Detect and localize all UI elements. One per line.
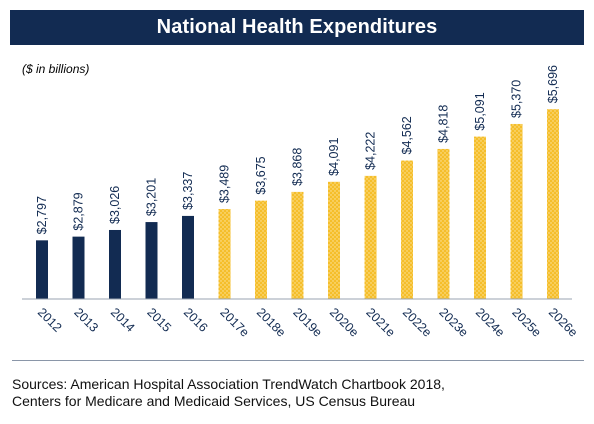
data-label-2022e: $4,562	[400, 116, 414, 154]
bar-2013	[72, 236, 85, 299]
bar-2018e	[255, 200, 267, 299]
bar-2023e	[437, 148, 450, 299]
chart-title: National Health Expenditures	[156, 16, 438, 38]
bar-2025e	[510, 123, 523, 299]
x-tick-label-2014: 2014	[108, 305, 138, 335]
x-tick-label-2016: 2016	[181, 305, 211, 335]
data-label-2012: $2,797	[35, 196, 49, 234]
data-label-2014: $3,026	[108, 186, 122, 224]
bar-chart: $2,797 2012 $2,879 2013 $3,026 2014 $3,201 2015…	[22, 65, 581, 340]
x-tick-label-2019e: 2019e	[290, 305, 325, 340]
bar-2026e	[547, 109, 559, 299]
x-tick-label-2020e: 2020e	[327, 305, 362, 340]
bar-2012	[36, 240, 48, 299]
bar-2014	[109, 229, 121, 299]
bar-2021e	[364, 175, 377, 299]
x-tick-label-2012: 2012	[35, 305, 65, 335]
chart-subtitle: ($ in billions)	[22, 62, 90, 76]
bar-2022e	[401, 160, 413, 299]
bar-2020e	[328, 181, 340, 299]
data-label-2021e: $4,222	[364, 132, 378, 170]
data-label-2016: $3,337	[181, 172, 195, 210]
source-line-1: Sources: American Hospital Association T…	[12, 376, 445, 392]
chart-header: National Health Expenditures	[10, 10, 584, 45]
source-note: Sources: American Hospital Association T…	[12, 376, 445, 410]
data-label-2023e: $4,818	[437, 105, 451, 143]
x-tick-label-2013: 2013	[71, 305, 101, 335]
x-tick-label-2015: 2015	[144, 305, 174, 335]
data-label-2013: $2,879	[72, 192, 86, 230]
bar-2016	[182, 215, 194, 299]
x-tick-label-2018e: 2018e	[254, 305, 289, 340]
x-tick-label-2023e: 2023e	[436, 305, 471, 340]
data-label-2019e: $3,868	[291, 148, 305, 186]
x-tick-label-2024e: 2024e	[473, 305, 508, 340]
data-label-2020e: $4,091	[327, 138, 341, 176]
bar-2015	[145, 222, 158, 299]
bar-2024e	[474, 136, 486, 299]
data-label-2025e: $5,370	[510, 80, 524, 118]
x-tick-label-2026e: 2026e	[546, 305, 581, 340]
x-tick-label-2021e: 2021e	[363, 305, 398, 340]
x-tick-label-2025e: 2025e	[509, 305, 544, 340]
source-line-2: Centers for Medicare and Medicaid Servic…	[12, 393, 416, 409]
x-tick-label-2017e: 2017e	[217, 305, 252, 340]
bar-2019e	[291, 191, 304, 299]
data-label-2015: $3,201	[145, 178, 159, 216]
divider	[12, 360, 584, 361]
bar-2017e	[218, 209, 231, 299]
data-label-2024e: $5,091	[473, 92, 487, 130]
x-tick-label-2022e: 2022e	[400, 305, 435, 340]
data-label-2018e: $3,675	[254, 156, 268, 194]
data-label-2026e: $5,696	[546, 65, 560, 103]
data-label-2017e: $3,489	[218, 165, 232, 203]
